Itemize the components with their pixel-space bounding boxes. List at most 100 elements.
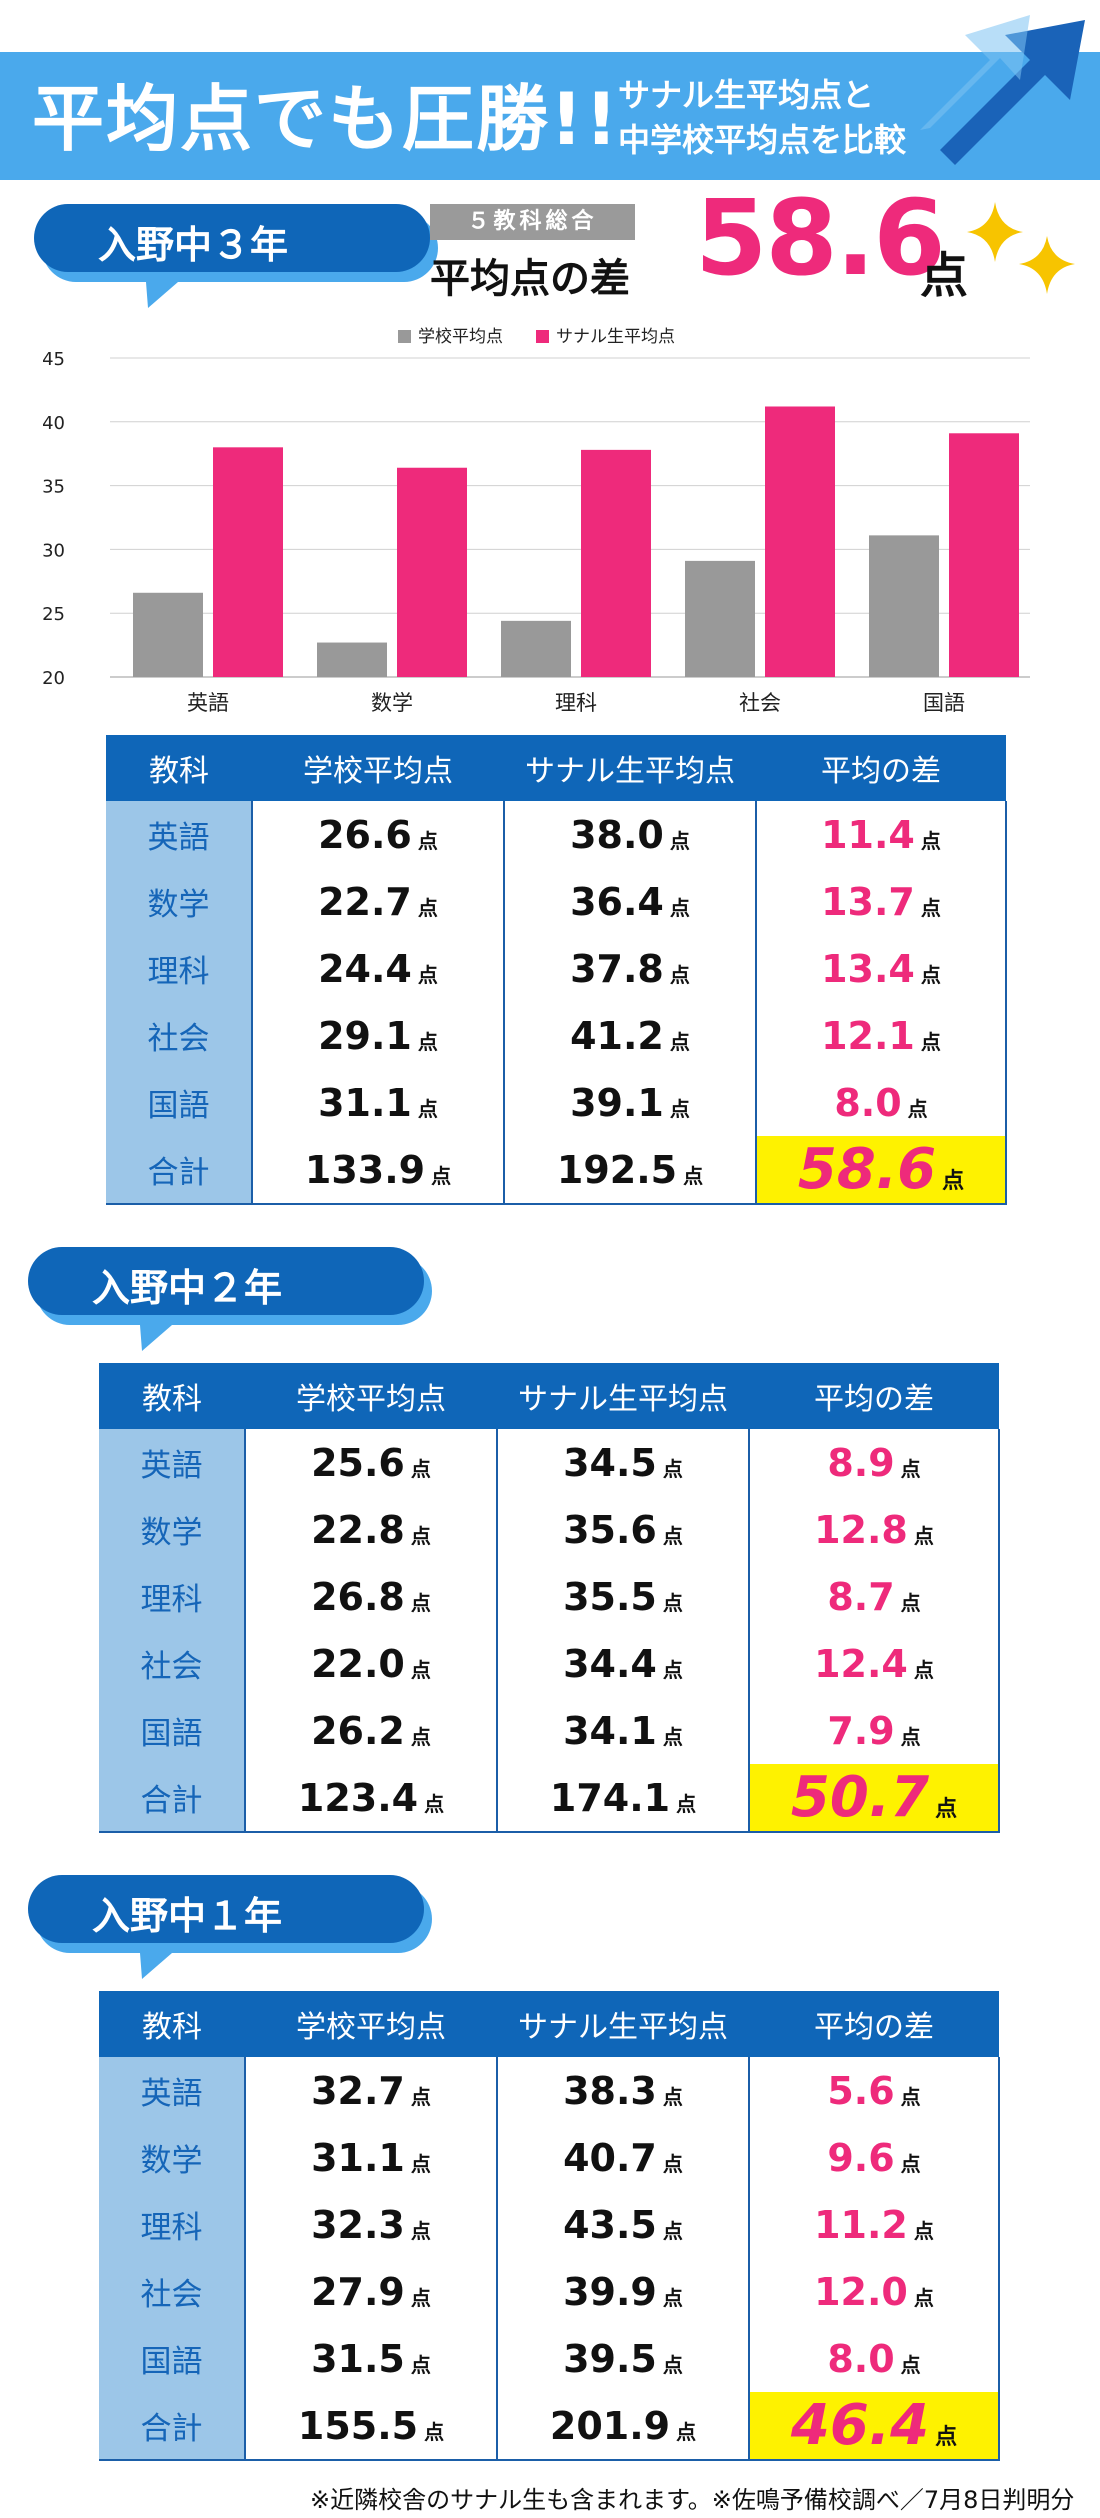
score-unit: 点 xyxy=(913,2218,934,2243)
score-unit: 点 xyxy=(410,2352,431,2377)
score-unit: 点 xyxy=(424,1791,445,1816)
diff-score-cell: 8.9 点 xyxy=(748,1429,1000,1496)
score-value: 40.7 xyxy=(563,2135,657,2180)
score-value: 8.7 xyxy=(827,1574,895,1619)
score-value: 46.4 xyxy=(790,2393,930,2458)
sanaru-score-cell: 36.4 点 xyxy=(503,868,757,935)
x-tick-label: 理科 xyxy=(555,691,597,715)
score-unit: 点 xyxy=(669,895,690,920)
column-header: 学校平均点 xyxy=(252,735,504,801)
score-value: 34.1 xyxy=(563,1708,657,1753)
table-row: 英語 25.6 点 34.5 点 8.9 点 xyxy=(99,1429,1000,1496)
score-value: 22.0 xyxy=(311,1641,405,1686)
score-unit: 点 xyxy=(920,962,941,987)
school-score-cell: 31.1 点 xyxy=(244,2124,498,2191)
school-score-cell: 24.4 点 xyxy=(251,935,505,1002)
score-value: 13.7 xyxy=(821,879,915,924)
sanaru-score-cell: 34.4 点 xyxy=(496,1630,750,1697)
subject-cell: 国語 xyxy=(99,2325,246,2392)
score-unit: 点 xyxy=(669,1029,690,1054)
grade3-label: 入野中３年 xyxy=(98,223,289,267)
score-unit: 点 xyxy=(410,1590,431,1615)
score-value: 192.5 xyxy=(556,1147,678,1192)
score-value: 123.4 xyxy=(297,1775,419,1820)
diff-score-cell: 7.9 点 xyxy=(748,1697,1000,1764)
column-header: 平均の差 xyxy=(749,1991,999,2057)
score-unit: 点 xyxy=(417,1029,438,1054)
score-unit: 点 xyxy=(913,1657,934,1682)
score-value: 13.4 xyxy=(821,946,915,991)
score-unit: 点 xyxy=(662,2151,683,2176)
score-value: 8.0 xyxy=(827,2336,895,2381)
table-row: 社会 29.1 点 41.2 点 12.1 点 xyxy=(106,1002,1007,1069)
score-value: 24.4 xyxy=(318,946,412,991)
score-value: 34.5 xyxy=(563,1440,657,1485)
sanaru-score-cell: 39.1 点 xyxy=(503,1069,757,1136)
bar-sanaru xyxy=(213,447,283,677)
subject-cell: 数学 xyxy=(99,1496,246,1563)
school-score-cell: 22.8 点 xyxy=(244,1496,498,1563)
sanaru-score-cell: 35.5 点 xyxy=(496,1563,750,1630)
legend-label: サナル生平均点 xyxy=(556,327,675,347)
y-tick-label: 25 xyxy=(42,604,65,625)
score-unit: 点 xyxy=(662,1657,683,1682)
score-unit: 点 xyxy=(662,2084,683,2109)
score-value: 26.2 xyxy=(311,1708,405,1753)
score-value: 8.0 xyxy=(834,1080,902,1125)
score-table-grade3: 教科 学校平均点 サナル生平均点 平均の差 英語 26.6 点 38.0 点 11.4 点数学 22… xyxy=(106,735,1007,1205)
score-unit: 点 xyxy=(410,2285,431,2310)
score-value: 12.0 xyxy=(814,2269,908,2314)
score-unit: 点 xyxy=(942,1169,965,1194)
sanaru-score-cell: 34.1 点 xyxy=(496,1697,750,1764)
score-value: 174.1 xyxy=(549,1775,671,1820)
table-row: 国語 31.5 点 39.5 点 8.0 点 xyxy=(99,2325,1000,2392)
score-unit: 点 xyxy=(662,1590,683,1615)
diff-score-cell: 12.4 点 xyxy=(748,1630,1000,1697)
score-value: 27.9 xyxy=(311,2269,405,2314)
score-unit: 点 xyxy=(900,1724,921,1749)
column-header: サナル生平均点 xyxy=(497,1363,749,1429)
table-row: 理科 26.8 点 35.5 点 8.7 点 xyxy=(99,1563,1000,1630)
grade1-label: 入野中１年 xyxy=(92,1894,283,1938)
table-row: 英語 32.7 点 38.3 点 5.6 点 xyxy=(99,2057,1000,2124)
score-value: 26.6 xyxy=(318,812,412,857)
score-unit: 点 xyxy=(920,895,941,920)
sparkle-icon xyxy=(967,202,1075,294)
score-unit: 点 xyxy=(920,828,941,853)
subject-cell: 合計 xyxy=(99,2392,246,2461)
sanaru-score-cell: 39.5 点 xyxy=(496,2325,750,2392)
diff-score-cell: 12.1 点 xyxy=(755,1002,1007,1069)
subject-cell: 社会 xyxy=(106,1002,253,1069)
school-score-cell: 31.5 点 xyxy=(244,2325,498,2392)
bar-school xyxy=(317,642,387,677)
score-value: 39.9 xyxy=(563,2269,657,2314)
total-row: 合計 123.4 点 174.1 点 50.7 点 xyxy=(99,1764,1000,1833)
column-header: サナル生平均点 xyxy=(497,1991,749,2057)
sanaru-score-cell: 34.5 点 xyxy=(496,1429,750,1496)
score-value: 7.9 xyxy=(827,1708,895,1753)
bar-school xyxy=(685,560,755,677)
score-unit: 点 xyxy=(662,1724,683,1749)
score-unit: 点 xyxy=(410,2084,431,2109)
column-header: 平均の差 xyxy=(749,1363,999,1429)
summary-value: 58.6 xyxy=(695,177,946,299)
grade2-label-pill: 入野中２年 xyxy=(22,1243,432,1363)
school-score-cell: 133.9 点 xyxy=(251,1136,505,1205)
table-row: 国語 26.2 点 34.1 点 7.9 点 xyxy=(99,1697,1000,1764)
pill-shape xyxy=(28,1875,432,1979)
grade3-label-pill: 入野中３年 xyxy=(28,200,438,320)
sanaru-score-cell: 38.0 点 xyxy=(503,801,757,868)
school-score-cell: 155.5 点 xyxy=(244,2392,498,2461)
score-unit: 点 xyxy=(662,2352,683,2377)
score-unit: 点 xyxy=(900,2084,921,2109)
sanaru-score-cell: 201.9 点 xyxy=(496,2392,750,2461)
score-unit: 点 xyxy=(417,962,438,987)
sanaru-score-cell: 43.5 点 xyxy=(496,2191,750,2258)
total-row: 合計 133.9 点 192.5 点 58.6 点 xyxy=(106,1136,1007,1205)
score-unit: 点 xyxy=(410,2151,431,2176)
table-header-row: 教科 学校平均点 サナル生平均点 平均の差 xyxy=(99,1991,999,2057)
score-unit: 点 xyxy=(669,962,690,987)
x-tick-label: 数学 xyxy=(371,691,413,715)
score-bar-chart: 学校平均点 サナル生平均点 45 40 35 30 25 20 英語 数学 理科 社会 国語 xyxy=(42,327,1030,715)
score-value: 155.5 xyxy=(297,2403,419,2448)
